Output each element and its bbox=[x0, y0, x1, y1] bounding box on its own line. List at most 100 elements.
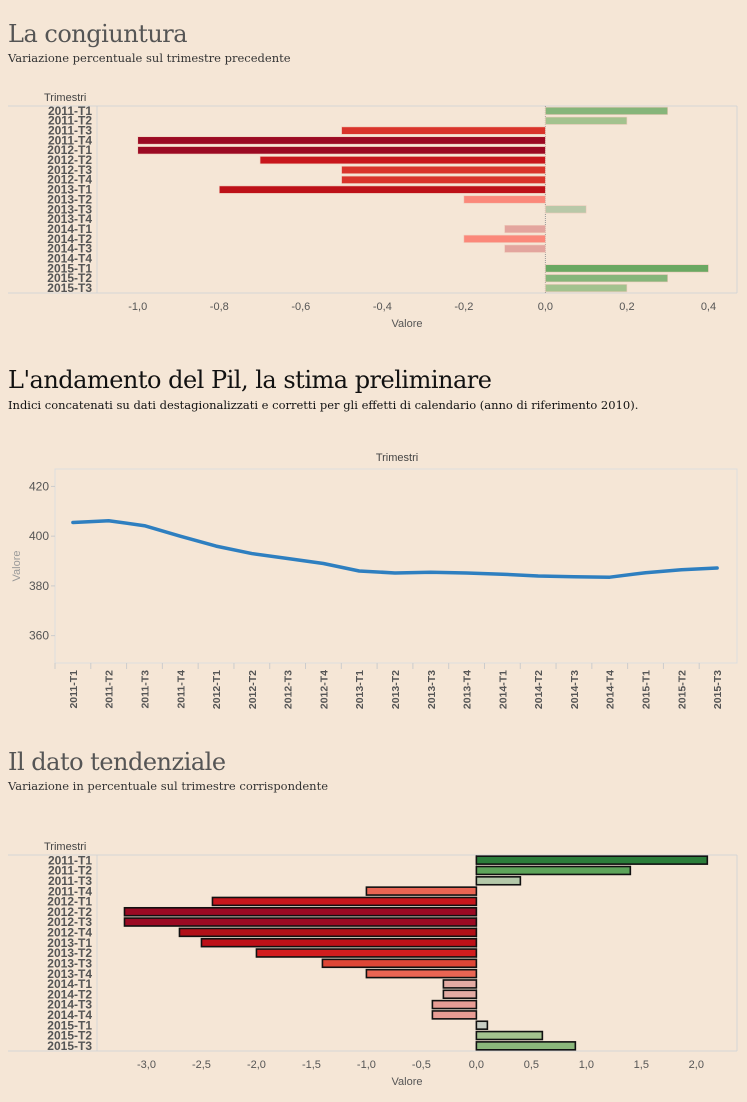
bar bbox=[211, 896, 478, 907]
data-point bbox=[680, 569, 682, 571]
bar bbox=[365, 968, 478, 979]
bar bbox=[442, 979, 478, 989]
category-label: 2013-T3 bbox=[47, 202, 92, 216]
bar bbox=[545, 205, 587, 214]
category-label: 2012-T2 bbox=[47, 905, 92, 919]
x-tick-label: -1,0 bbox=[357, 1059, 376, 1071]
x-tick-label: 0,5 bbox=[524, 1059, 539, 1071]
data-point bbox=[215, 545, 217, 547]
bar bbox=[123, 906, 478, 917]
category-label: 2015-T2 bbox=[47, 271, 92, 285]
data-point bbox=[466, 572, 468, 574]
x-tick-label: 2011-T2 bbox=[104, 670, 116, 709]
section-title-congiuntura: La congiuntura bbox=[8, 20, 188, 48]
bar bbox=[475, 855, 709, 865]
bar bbox=[545, 274, 669, 283]
category-label: 2012-T1 bbox=[47, 895, 92, 909]
category-label: 2013-T3 bbox=[47, 956, 92, 970]
bar bbox=[442, 989, 478, 1000]
bar bbox=[475, 865, 632, 876]
x-tick-label: 2014-T1 bbox=[497, 670, 509, 709]
x-tick-label: 2012-T4 bbox=[318, 670, 330, 709]
x-tick-label: 2012-T3 bbox=[283, 670, 295, 709]
x-tick-label: 2013-T1 bbox=[354, 670, 366, 709]
category-label: 2012-T3 bbox=[47, 163, 92, 177]
bar bbox=[341, 175, 546, 184]
category-label: 2014-T2 bbox=[47, 987, 92, 1001]
data-point bbox=[108, 520, 110, 522]
category-label: 2013-T4 bbox=[47, 967, 92, 981]
bar bbox=[475, 1030, 544, 1041]
bar bbox=[341, 126, 546, 135]
section-subtitle-tendenziale: Variazione in percentuale sul trimestre … bbox=[8, 779, 329, 793]
bar bbox=[431, 1010, 478, 1020]
category-label: 2011-T4 bbox=[48, 133, 92, 147]
bar bbox=[504, 225, 546, 234]
plot-area bbox=[54, 468, 738, 664]
category-label: 2012-T4 bbox=[47, 173, 92, 187]
x-tick-label: -1,0 bbox=[128, 301, 147, 313]
bar bbox=[259, 156, 546, 165]
bar bbox=[463, 234, 546, 243]
category-label: 2013-T2 bbox=[47, 192, 92, 206]
y-tick-label: 400 bbox=[29, 529, 49, 543]
x-tick-label: 2011-T3 bbox=[139, 670, 151, 709]
x-tick-label: 2012-T1 bbox=[211, 670, 223, 709]
category-label: 2013-T2 bbox=[47, 946, 92, 960]
section-subtitle-congiuntura: Variazione percentuale sul trimestre pre… bbox=[8, 51, 291, 65]
category-label: 2015-T1 bbox=[47, 1018, 92, 1032]
bar bbox=[200, 937, 478, 948]
category-label: 2015-T3 bbox=[47, 1039, 92, 1053]
y-tick-label: 420 bbox=[29, 479, 49, 493]
bar bbox=[545, 264, 709, 273]
data-point bbox=[501, 573, 503, 575]
category-label: 2011-T4 bbox=[48, 884, 92, 898]
bar bbox=[255, 948, 478, 958]
x-tick-label: -0,4 bbox=[373, 301, 392, 313]
y-tick-label: 360 bbox=[29, 629, 49, 643]
category-label: 2012-T2 bbox=[47, 153, 92, 167]
bar bbox=[341, 165, 546, 174]
x-tick-label: 2015-T1 bbox=[641, 670, 653, 709]
data-point bbox=[72, 521, 74, 523]
bar bbox=[463, 195, 546, 204]
y-tick-label: 380 bbox=[29, 579, 49, 593]
category-label: 2014-T2 bbox=[47, 232, 92, 246]
category-label: 2011-T3 bbox=[48, 874, 92, 888]
x-tick-label: 2015-T2 bbox=[676, 670, 688, 709]
x-tick-label: -3,0 bbox=[137, 1059, 156, 1071]
x-tick-label: 2011-T4 bbox=[175, 670, 187, 709]
category-label: 2013-T4 bbox=[47, 212, 92, 226]
data-point bbox=[358, 570, 360, 572]
data-point bbox=[645, 572, 647, 574]
category-label: 2014-T3 bbox=[47, 242, 92, 256]
x-axis-title: Trimestri bbox=[376, 452, 418, 464]
x-tick-label: -1,5 bbox=[302, 1059, 321, 1071]
x-tick-label: 2014-T2 bbox=[533, 670, 545, 709]
category-label: 2012-T1 bbox=[47, 143, 92, 157]
data-point bbox=[394, 572, 396, 574]
category-label: 2013-T1 bbox=[47, 936, 92, 950]
x-tick-label: -0,6 bbox=[291, 301, 310, 313]
bar bbox=[545, 284, 628, 293]
x-tick-label: 1,5 bbox=[634, 1059, 649, 1071]
x-tick-label: -2,5 bbox=[192, 1059, 211, 1071]
category-label: 2014-T1 bbox=[47, 977, 92, 991]
x-tick-label: 2012-T2 bbox=[247, 670, 259, 709]
bar bbox=[137, 136, 546, 145]
bar bbox=[321, 958, 478, 969]
bar bbox=[178, 927, 478, 938]
category-label: 2014-T1 bbox=[47, 222, 92, 236]
bar bbox=[475, 876, 522, 886]
bar bbox=[475, 1041, 577, 1051]
bar bbox=[504, 244, 546, 253]
x-tick-label: 0,0 bbox=[538, 301, 553, 313]
x-tick-label: 2013-T4 bbox=[462, 670, 474, 709]
bar bbox=[431, 999, 478, 1010]
x-tick-label: -0,2 bbox=[454, 301, 473, 313]
data-point bbox=[287, 558, 289, 560]
data-point bbox=[573, 576, 575, 578]
y-axis-title: Trimestri bbox=[44, 92, 86, 104]
data-point bbox=[143, 525, 145, 527]
